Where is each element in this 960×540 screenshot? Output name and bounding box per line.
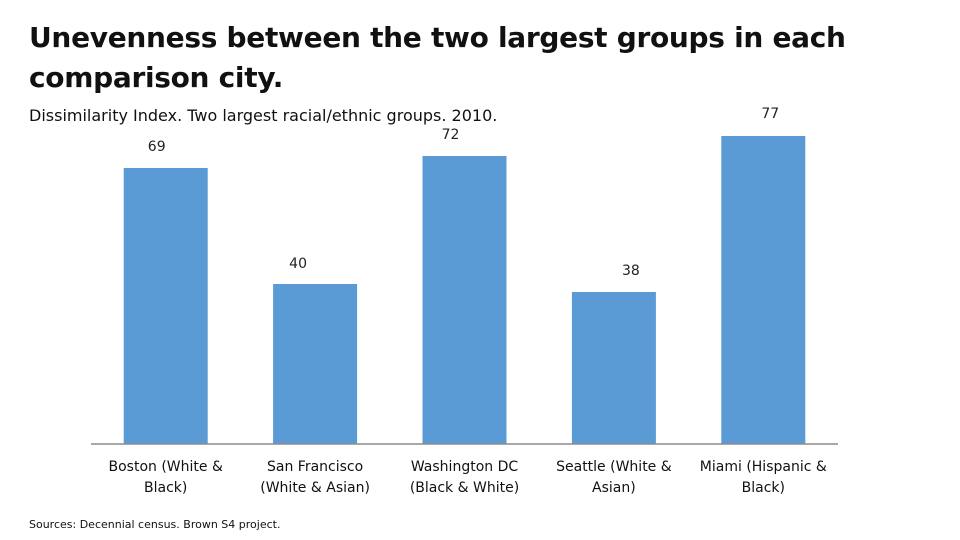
chart-title: Unevenness between the two largest group… (29, 21, 846, 94)
category-label-3: Seattle (White & Asian) (556, 459, 672, 496)
value-label-0: 69 (148, 139, 166, 155)
value-label-3: 38 (622, 263, 640, 279)
chart-subtitle: Dissimilarity Index. Two largest racial/… (29, 106, 498, 125)
value-label-1: 40 (289, 256, 307, 272)
bar-4 (721, 136, 806, 444)
source-note: Sources: Decennial census. Brown S4 proj… (29, 518, 281, 531)
category-label-1: San Francisco (White & Asian) (260, 459, 370, 496)
category-label-0: Boston (White & Black) (108, 459, 223, 496)
bar-1 (273, 284, 358, 444)
bar-2 (422, 156, 507, 444)
value-label-2: 72 (442, 127, 460, 143)
bar-0 (123, 168, 208, 444)
category-label-4: Miami (Hispanic & Black) (699, 459, 827, 496)
value-label-4: 77 (761, 106, 779, 122)
bar-3 (571, 292, 656, 444)
category-label-2: Washington DC (Black & White) (409, 459, 520, 496)
